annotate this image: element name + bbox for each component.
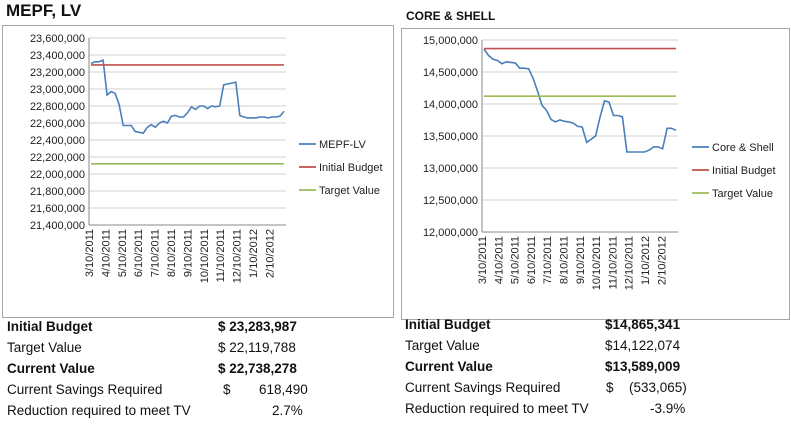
summary-value: $13,589,009: [605, 359, 681, 374]
summary-label: Current Value: [7, 361, 95, 376]
x-tick-label: 11/10/2011: [607, 236, 619, 289]
x-tick-label: 10/10/2011: [199, 229, 211, 283]
x-tick-label: 1/10/2012: [248, 229, 260, 278]
summary-value: (533,065): [629, 380, 687, 395]
summary-label: Reduction required to meet TV: [405, 401, 589, 416]
y-tick-label: 14,000,000: [423, 99, 478, 111]
chart-core-shell: 12,000,000 12,500,000 13,000,000 13,500,000…: [401, 28, 790, 320]
x-tick-label: 3/10/2011: [84, 229, 96, 277]
summary-value: $14,865,341: [605, 317, 681, 332]
summary-table-core-shell: Initial Budget $14,865,341 Target Value …: [405, 317, 785, 437]
summary-value: $ 23,283,987: [218, 319, 297, 334]
x-tick-label: 7/10/2011: [150, 229, 162, 277]
summary-value: 618,490: [259, 382, 308, 397]
y-tick-label: 23,000,000: [30, 84, 85, 96]
summary-value: $ 22,119,788: [218, 340, 296, 355]
x-tick-label: 6/10/2011: [526, 236, 538, 284]
chart-core-shell-svg: 12,000,000 12,500,000 13,000,000 13,500,000…: [423, 35, 776, 290]
y-tick-label: 21,400,000: [30, 220, 85, 232]
x-tick-label: 7/10/2011: [542, 236, 554, 284]
y-tick-label: 12,500,000: [423, 195, 478, 207]
x-tick-label: 6/10/2011: [133, 229, 145, 277]
summary-label: Initial Budget: [7, 319, 93, 334]
chart-mepf-lv: 21,400,000 21,600,000 21,800,000 22,000,000…: [2, 25, 394, 318]
x-tick-label: 5/10/2011: [117, 229, 129, 277]
x-tick-label: 8/10/2011: [166, 229, 178, 277]
x-tick-label: 12/10/2011: [232, 229, 244, 283]
y-tick-label: 22,800,000: [30, 101, 85, 113]
y-tick-label: 13,500,000: [423, 131, 478, 143]
y-tick-label: 12,000,000: [423, 227, 478, 239]
x-tick-label: 9/10/2011: [182, 229, 194, 277]
x-tick-label: 4/10/2011: [493, 236, 505, 284]
summary-table-mepf: Initial Budget $ 23,283,987 Target Value…: [7, 319, 397, 439]
x-tick-label: 5/10/2011: [510, 236, 522, 284]
summary-label: Target Value: [405, 338, 480, 353]
summary-currency: $: [223, 382, 231, 397]
summary-label: Current Value: [405, 359, 493, 374]
summary-currency: $: [606, 380, 614, 395]
y-tick-label: 23,600,000: [30, 33, 85, 45]
y-tick-label: 15,000,000: [423, 35, 478, 47]
summary-value: $14,122,074: [605, 338, 681, 353]
summary-label: Target Value: [7, 340, 82, 355]
summary-value: 2.7%: [272, 403, 303, 418]
chart-title-core-shell: CORE & SHELL: [406, 9, 496, 23]
summary-label: Reduction required to meet TV: [7, 403, 191, 418]
series-line-0: [483, 48, 677, 153]
legend-label: Core & Shell: [712, 142, 774, 154]
x-tick-label: 9/10/2011: [575, 236, 587, 284]
summary-label: Current Savings Required: [7, 382, 163, 397]
y-tick-label: 13,000,000: [423, 163, 478, 175]
y-tick-label: 22,200,000: [30, 152, 85, 164]
x-tick-label: 4/10/2011: [100, 229, 112, 277]
y-tick-label: 21,800,000: [30, 186, 85, 198]
x-tick-label: 2/10/2012: [656, 236, 668, 285]
legend-label: Target Value: [712, 188, 773, 200]
legend-label: Initial Budget: [319, 162, 383, 174]
y-tick-label: 23,200,000: [30, 67, 85, 79]
y-tick-label: 22,600,000: [30, 118, 85, 130]
x-tick-label: 3/10/2011: [477, 236, 489, 284]
x-tick-label: 8/10/2011: [559, 236, 571, 284]
y-tick-label: 23,400,000: [30, 50, 85, 62]
legend-label: Target Value: [319, 185, 380, 197]
y-tick-label: 22,400,000: [30, 135, 85, 147]
chart-mepf-lv-svg: 21,400,000 21,600,000 21,800,000 22,000,000…: [30, 33, 383, 283]
chart-title-mepf: MEPF, LV: [6, 1, 82, 20]
summary-label: Initial Budget: [405, 317, 491, 332]
x-tick-label: 10/10/2011: [591, 236, 603, 290]
y-tick-label: 14,500,000: [423, 67, 478, 79]
legend-label: MEPF-LV: [319, 139, 367, 151]
x-tick-label: 1/10/2012: [640, 236, 652, 285]
summary-value: $ 22,738,278: [218, 361, 297, 376]
x-tick-label: 2/10/2012: [264, 229, 276, 278]
y-tick-label: 21,600,000: [30, 203, 85, 215]
summary-value: -3.9%: [650, 401, 686, 416]
legend-label: Initial Budget: [712, 165, 776, 177]
series-line-0: [90, 58, 285, 135]
x-tick-label: 12/10/2011: [624, 236, 636, 290]
x-tick-label: 11/10/2011: [215, 229, 227, 282]
summary-label: Current Savings Required: [405, 380, 561, 395]
y-tick-label: 22,000,000: [30, 169, 85, 181]
